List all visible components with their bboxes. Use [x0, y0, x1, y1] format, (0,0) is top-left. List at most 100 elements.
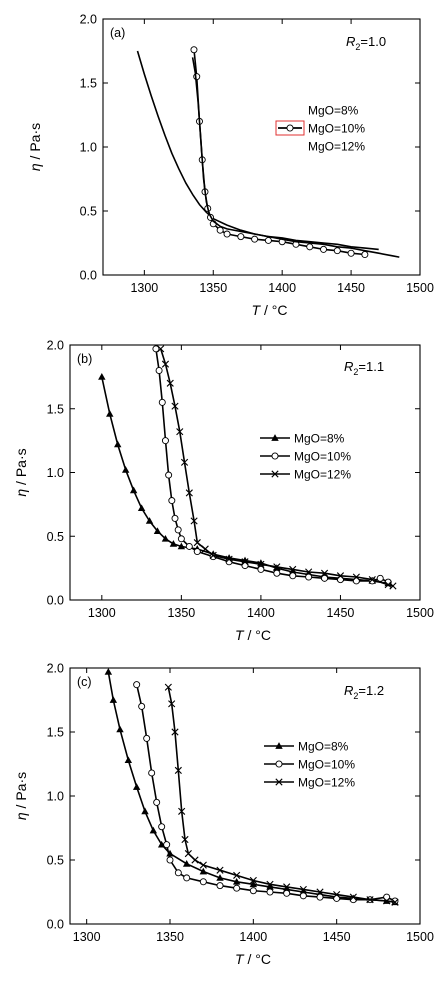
- data-point: [158, 398, 166, 406]
- r2-symbol: R: [344, 359, 353, 374]
- legend-marker: [271, 452, 279, 460]
- legend-label: MgO=8%: [294, 432, 345, 446]
- data-point: [171, 514, 179, 522]
- data-point: [289, 572, 297, 580]
- y-axis-symbol: η: [13, 489, 29, 497]
- data-point: [299, 892, 307, 900]
- data-point: [106, 410, 114, 417]
- data-point: [283, 883, 291, 891]
- data-point: [124, 756, 133, 764]
- data-point: [389, 582, 397, 590]
- data-point: [166, 856, 174, 864]
- data-point: [193, 73, 201, 81]
- chart-panel: 1300 1350 1400 1450 1500 0.0 0.5 1.0 1.5 2.0 (a) R2…: [27, 13, 434, 319]
- legend-label: MgO=12%: [308, 140, 365, 154]
- data-point: [266, 888, 274, 896]
- r2-annotation: R2=1.1: [344, 359, 384, 377]
- r2-value: =1.0: [360, 34, 386, 49]
- x-tick-label: 1500: [406, 281, 434, 295]
- data-point: [283, 889, 291, 897]
- data-point: [225, 555, 233, 563]
- legend: MgO=8% MgO=10% MgO=12%: [264, 740, 355, 790]
- data-point: [98, 373, 106, 380]
- data-point: [143, 734, 151, 742]
- data-point: [193, 548, 201, 556]
- legend-highlight-box: [275, 120, 305, 136]
- data-point: [201, 545, 209, 553]
- data-point: [190, 46, 198, 54]
- data-point: [383, 897, 391, 905]
- legend-marker: [275, 760, 283, 768]
- data-point: [177, 542, 186, 550]
- data-point: [153, 798, 161, 806]
- x-axis-unit: / °C: [260, 302, 287, 318]
- x-tick-label: 1350: [167, 606, 195, 620]
- data-point: [161, 437, 169, 445]
- x-axis-symbol: T: [235, 627, 245, 643]
- data-point: [153, 527, 162, 535]
- y-tick-label: 1.0: [47, 466, 64, 480]
- data-point: [257, 560, 265, 568]
- y-tick-label: 1.5: [47, 726, 64, 740]
- y-axis-label: η / Pa·s: [13, 448, 29, 496]
- legend-marker: [275, 778, 283, 786]
- plot-frame: [69, 667, 421, 925]
- data-point: [352, 577, 360, 585]
- legend: MgO=8% MgO=10% MgO=12%: [260, 432, 351, 482]
- data-point: [216, 874, 224, 881]
- data-point: [185, 489, 193, 497]
- data-point: [171, 402, 179, 410]
- data-point: [249, 880, 258, 888]
- data-point: [152, 345, 160, 353]
- data-point: [129, 486, 138, 494]
- r2-symbol: R: [344, 683, 353, 698]
- y-tick-label: 0.0: [80, 269, 97, 283]
- data-point: [199, 867, 208, 875]
- x-tick-label: 1450: [327, 606, 355, 620]
- r2-symbol: R: [346, 34, 355, 49]
- data-point: [149, 826, 158, 834]
- data-point: [176, 428, 184, 436]
- y-tick-label: 1.0: [80, 141, 97, 155]
- data-point: [165, 471, 173, 479]
- data-point: [266, 880, 274, 888]
- data-point: [161, 360, 170, 368]
- x-axis-symbol: T: [235, 951, 245, 967]
- data-point: [216, 882, 224, 890]
- data-point: [216, 226, 224, 234]
- r2-value: =1.1: [358, 359, 384, 374]
- x-tick-label: 1400: [239, 930, 267, 944]
- chart-panel: 1300 1350 1400 1450 1500 0.0 0.5 1.0 1.5 2.0 (b) R2…: [13, 339, 434, 644]
- data-point: [168, 700, 176, 708]
- data-point: [161, 534, 170, 542]
- data-point: [178, 807, 186, 815]
- data-point: [157, 345, 165, 353]
- y-tick-label: 1.5: [47, 402, 64, 416]
- legend: MgO=8% MgO=10% MgO=12%: [275, 104, 365, 154]
- legend-label: MgO=8%: [308, 104, 359, 118]
- data-point: [391, 897, 399, 905]
- data-point: [241, 558, 249, 566]
- panel-label: (a): [110, 26, 125, 40]
- data-point: [232, 877, 241, 885]
- r2-annotation: R2=1.2: [344, 683, 384, 701]
- x-axis-symbol: T: [252, 302, 262, 318]
- series-line: [191, 57, 400, 258]
- data-point: [333, 247, 341, 255]
- x-tick-label: 1300: [130, 281, 158, 295]
- data-point: [349, 893, 357, 901]
- data-point: [174, 869, 182, 877]
- y-axis-unit: / Pa·s: [13, 772, 29, 812]
- data-point: [121, 466, 130, 473]
- data-point: [333, 890, 341, 899]
- data-point: [321, 574, 329, 582]
- data-point: [191, 856, 199, 864]
- r2-subscript: 2: [353, 367, 358, 377]
- data-point: [376, 574, 384, 582]
- series-line: [135, 684, 396, 902]
- legend-label: MgO=8%: [298, 740, 349, 754]
- x-axis-label: T / °C: [235, 627, 271, 643]
- r2-subscript: 2: [355, 42, 360, 52]
- x-tick-label: 1450: [323, 930, 351, 944]
